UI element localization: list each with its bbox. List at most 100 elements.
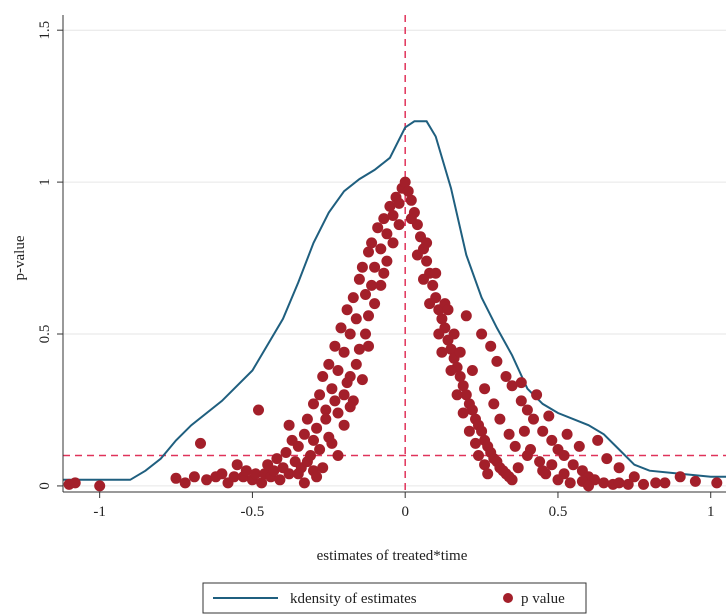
gridlines: [63, 29, 726, 487]
p-value-point: [583, 480, 594, 492]
p-value-point: [418, 273, 429, 285]
p-value-point: [521, 404, 533, 416]
p-value-point: [528, 413, 539, 425]
p-value-point: [515, 377, 527, 389]
p-value-point: [308, 434, 319, 446]
p-value-point: [534, 456, 546, 468]
p-value-point: [451, 389, 463, 401]
p-value-point: [430, 267, 442, 279]
p-value-point: [317, 371, 329, 382]
p-value-point: [308, 398, 319, 410]
y-tick-label: 1.5: [37, 21, 53, 40]
p-value-point: [274, 474, 286, 486]
p-value-point: [491, 355, 503, 367]
p-value-point: [378, 267, 390, 279]
p-value-point: [341, 377, 353, 389]
p-value-point: [598, 477, 610, 489]
x-tick-label: -0.5: [241, 504, 265, 520]
p-value-point: [454, 346, 466, 358]
legend-p-value-label: p value: [521, 591, 565, 607]
p-value-point: [231, 459, 243, 471]
p-value-point: [470, 437, 481, 449]
p-value-point: [592, 434, 604, 446]
x-tick-label: 0: [401, 504, 409, 520]
p-value-point: [509, 440, 521, 452]
p-value-point: [537, 465, 549, 477]
p-value-point: [366, 237, 378, 249]
p-value-point: [188, 471, 200, 483]
p-value-point: [375, 279, 387, 291]
p-value-point: [479, 459, 491, 471]
p-value-point: [341, 304, 353, 316]
p-value-point: [546, 434, 558, 446]
y-tick-label: 0: [37, 482, 53, 490]
p-value-point: [314, 444, 326, 455]
p-value-point: [479, 383, 491, 395]
p-value-point: [356, 261, 368, 273]
p-value-point: [601, 453, 613, 465]
p-value-point: [320, 413, 332, 425]
p-value-point: [537, 425, 549, 437]
p-value-point: [375, 243, 387, 255]
p-value-point: [360, 328, 371, 340]
p-value-point: [301, 413, 313, 425]
p-value-point: [531, 389, 543, 401]
p-value-point: [476, 425, 488, 437]
p-value-point: [488, 398, 500, 410]
p-value-point: [311, 422, 323, 434]
p-value-point: [292, 440, 304, 452]
p-value-point: [454, 371, 466, 382]
p-value-point: [381, 228, 393, 240]
p-value-point: [94, 480, 106, 492]
p-value-point: [363, 246, 374, 258]
p-value-point: [433, 328, 445, 340]
p-value-point: [525, 444, 536, 455]
y-axis-title: p-value: [12, 235, 28, 280]
p-value-point: [659, 477, 671, 489]
p-value-point: [201, 474, 213, 486]
axes: -1 -0.5 0 0.5 1 0 0.5 1 1.5: [37, 15, 726, 520]
p-value-point: [463, 425, 475, 437]
p-value-point: [448, 328, 460, 340]
p-value-point: [421, 237, 433, 249]
p-value-point: [283, 468, 295, 480]
p-value-point: [558, 468, 570, 480]
p-value-point: [515, 395, 527, 407]
p-value-point: [543, 410, 555, 422]
reference-lines: [63, 15, 726, 492]
p-value-point: [402, 185, 414, 197]
legend-p-value-swatch: [503, 593, 513, 603]
p-value-series: [63, 176, 723, 492]
p-value-point: [195, 437, 206, 449]
p-value-point: [427, 279, 439, 291]
p-value-point: [482, 468, 494, 480]
p-value-point: [558, 450, 570, 461]
p-value-point: [460, 389, 472, 401]
p-value-point: [360, 289, 371, 300]
p-value-point: [301, 456, 313, 468]
p-value-point: [436, 346, 448, 358]
legend-kdensity-label: kdensity of estimates: [290, 591, 417, 607]
p-value-point: [363, 340, 374, 352]
p-value-point: [317, 462, 329, 474]
p-value-point: [503, 428, 515, 440]
p-value-point: [638, 478, 649, 490]
p-value-point: [411, 249, 423, 261]
p-value-point: [573, 440, 585, 452]
p-value-point: [332, 365, 344, 376]
x-axis-title: estimates of treated*time: [317, 548, 468, 564]
p-value-point: [613, 462, 625, 474]
p-value-point: [320, 404, 332, 416]
p-value-point: [292, 468, 304, 480]
p-value-point: [393, 219, 405, 231]
p-value-point: [338, 346, 350, 358]
p-value-point: [512, 462, 524, 474]
p-value-point: [332, 407, 344, 419]
p-value-point: [622, 478, 634, 490]
p-value-point: [711, 477, 723, 489]
p-value-point: [445, 343, 457, 355]
p-value-point: [347, 292, 359, 304]
p-value-point: [500, 371, 512, 382]
p-value-point: [353, 343, 365, 355]
p-value-point: [378, 213, 390, 225]
